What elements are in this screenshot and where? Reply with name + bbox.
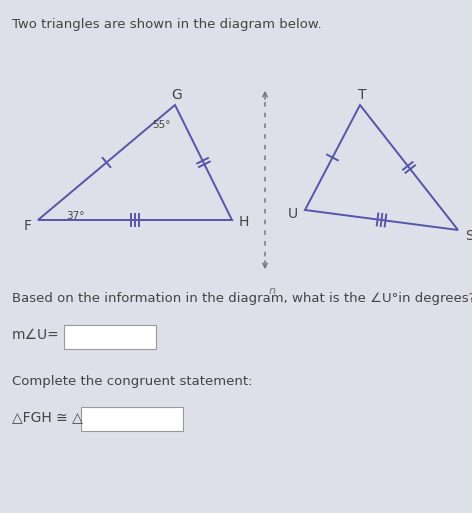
Text: m∠U=: m∠U= (12, 328, 60, 342)
Text: T: T (358, 88, 366, 102)
Text: Complete the congruent statement:: Complete the congruent statement: (12, 375, 253, 388)
Text: 55°: 55° (152, 120, 170, 130)
Text: 37°: 37° (66, 211, 84, 221)
Text: Based on the information in the diagram, what is the ∠U°in degrees?: Based on the information in the diagram,… (12, 292, 472, 305)
Text: U: U (288, 207, 298, 221)
Text: F: F (24, 219, 32, 233)
Text: Two triangles are shown in the diagram below.: Two triangles are shown in the diagram b… (12, 18, 321, 31)
Text: n: n (269, 286, 276, 296)
Text: G: G (172, 88, 182, 102)
Text: S: S (465, 229, 472, 243)
FancyBboxPatch shape (64, 325, 156, 349)
Text: H: H (239, 215, 249, 229)
Text: △FGH ≅ △: △FGH ≅ △ (12, 410, 83, 424)
FancyBboxPatch shape (81, 407, 183, 431)
